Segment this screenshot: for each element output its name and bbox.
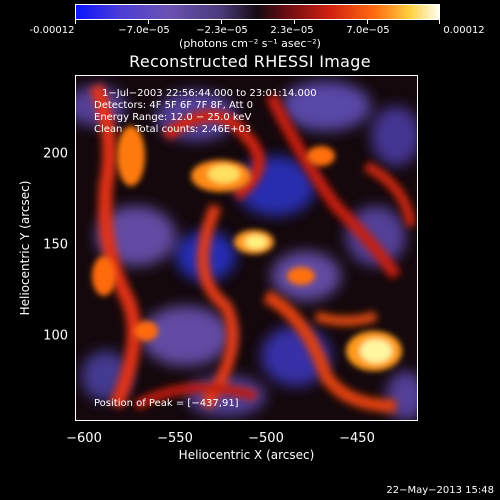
colorbar-tick-label: 0.00012	[443, 25, 485, 36]
x-tick-label: −500	[248, 431, 284, 446]
colorbar-tick-label: 2.3e−05	[270, 25, 314, 36]
time-range-label: 1−Jul−2003 22:56:44.000 to 23:01:14.000	[102, 88, 317, 99]
x-tick-label: −450	[339, 431, 375, 446]
energy-range-label: Energy Range: 12.0 − 25.0 keV	[94, 112, 252, 123]
colorbar-tick-label: −7.0e−05	[118, 25, 170, 36]
colorbar-tick	[148, 20, 149, 24]
colorbar-tick	[294, 20, 295, 24]
colorbar-unit-label: (photons cm⁻² s⁻¹ asec⁻²)	[179, 37, 321, 50]
timestamp-footer: 22−May−2013 15:48	[386, 485, 494, 496]
colorbar-tick-label: -0.00012	[29, 25, 75, 36]
colorbar-tick	[221, 20, 222, 24]
colorbar-tick	[75, 20, 76, 24]
colorbar-tick	[367, 20, 368, 24]
y-axis-label: Heliocentric Y (arcsec)	[18, 180, 32, 316]
colorbar-tick	[439, 20, 440, 24]
y-tick-label: 150	[43, 237, 68, 253]
colorbar-tick-label: 7.0e−05	[346, 25, 390, 36]
heatmap-plot	[75, 75, 418, 421]
algorithm-counts-label: Clean Total counts: 2.46E+03	[94, 124, 252, 135]
y-tick-label: 100	[43, 328, 68, 344]
x-tick-label: −600	[66, 431, 102, 446]
detectors-label: Detectors: 4F 5F 6F 7F 8F, Att 0	[94, 100, 254, 111]
plot-title: Reconstructed RHESSI Image	[129, 52, 371, 71]
heatmap-image	[76, 76, 417, 420]
colorbar	[75, 4, 440, 20]
peak-position-label: Position of Peak = [−437,91]	[94, 398, 239, 409]
y-tick-label: 200	[43, 146, 68, 162]
colorbar-tick-label: −2.3e−05	[196, 25, 248, 36]
x-axis-label: Heliocentric X (arcsec)	[178, 448, 315, 462]
x-tick-label: −550	[157, 431, 193, 446]
